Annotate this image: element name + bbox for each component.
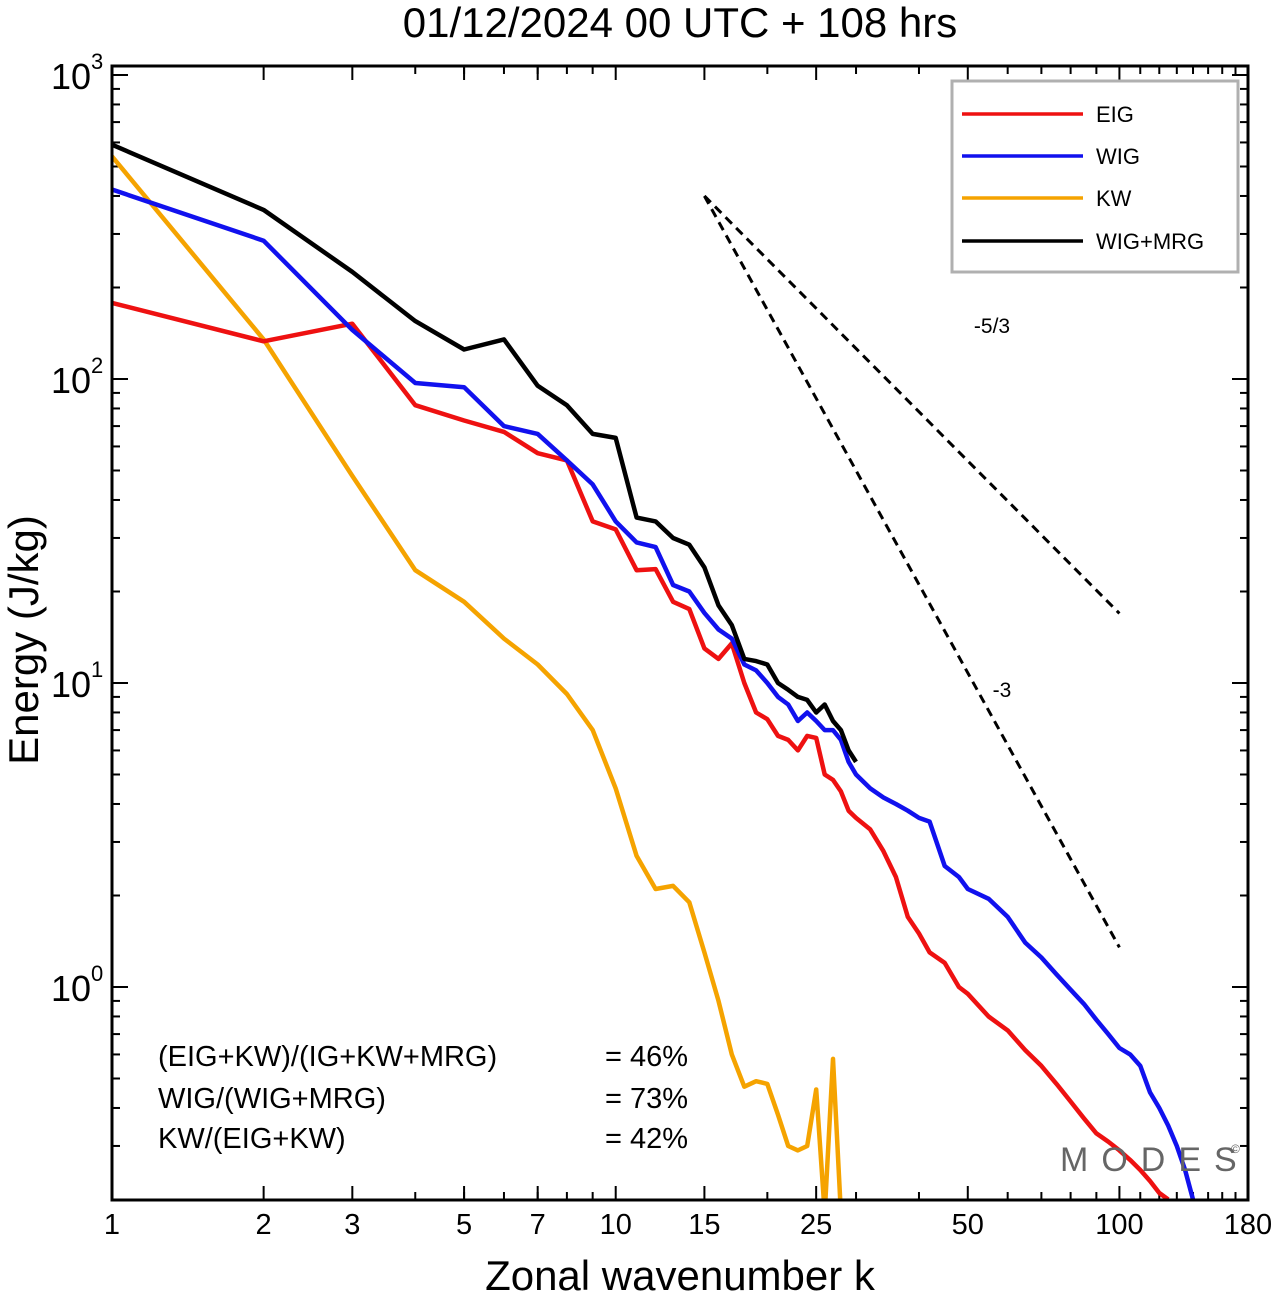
- slope-label-minus-five-thirds: -5/3: [974, 315, 1010, 338]
- ratio-label-kw: KW/(EIG+KW): [158, 1123, 346, 1155]
- x-tick-label: 15: [688, 1209, 720, 1241]
- x-tick-label: 180: [1224, 1209, 1272, 1241]
- watermark-copyright: ©: [1231, 1142, 1240, 1156]
- y-tick-label-exponent: 1: [91, 657, 103, 682]
- x-tick-label: 3: [344, 1209, 360, 1241]
- series-line-wig: [112, 187, 1196, 1200]
- series-line-kw: [112, 154, 843, 1200]
- x-tick-label: 7: [530, 1209, 546, 1241]
- plot-frame: [110, 64, 1250, 1202]
- legend-label-kw: KW: [1096, 186, 1132, 211]
- legend-label-wig-mrg: WIG+MRG: [1096, 229, 1204, 254]
- x-tick-label: 5: [456, 1209, 472, 1241]
- y-tick-label-exponent: 3: [91, 49, 103, 74]
- ratio-label-wig: WIG/(WIG+MRG): [158, 1083, 386, 1115]
- y-tick-label-exponent: 2: [91, 353, 103, 378]
- x-tick-label: 1: [104, 1209, 120, 1241]
- x-axis-label: Zonal wavenumber k: [485, 1252, 876, 1294]
- x-tick-label: 50: [952, 1209, 984, 1241]
- x-tick-label: 100: [1095, 1209, 1143, 1241]
- ratio-value-eig-kw: = 46%: [605, 1041, 688, 1073]
- x-tick-label: 10: [600, 1209, 632, 1241]
- ratio-label-eig-kw: (EIG+KW)/(IG+KW+MRG): [158, 1041, 497, 1073]
- legend-label-wig: WIG: [1096, 144, 1140, 169]
- y-axis-label: Energy (J/kg): [0, 515, 47, 765]
- x-tick-label: 2: [256, 1209, 272, 1241]
- legend-label-eig: EIG: [1096, 102, 1134, 127]
- x-tick-label: 25: [800, 1209, 832, 1241]
- ratio-value-kw: = 42%: [605, 1123, 688, 1155]
- series-lines: [112, 142, 1196, 1200]
- chart-title: 01/12/2024 00 UTC + 108 hrs: [403, 0, 958, 46]
- modes-watermark: MODES ©: [1060, 1141, 1250, 1179]
- y-tick-label-exponent: 0: [91, 961, 103, 986]
- ratio-annotations: (EIG+KW)/(IG+KW+MRG) WIG/(WIG+MRG) KW/(E…: [158, 1041, 688, 1155]
- series-line-wig-mrg: [112, 142, 858, 764]
- y-tick-label-base: 10: [51, 968, 91, 1009]
- legend: EIG WIG KW WIG+MRG: [950, 79, 1240, 274]
- slope-line-minus-three: [703, 195, 1121, 949]
- y-tick-label-base: 10: [51, 360, 91, 401]
- ratio-value-wig: = 73%: [605, 1083, 688, 1115]
- y-tick-label-base: 10: [51, 664, 91, 705]
- series-line-eig: [112, 300, 1170, 1200]
- slope-line-minus-five-thirds: [703, 194, 1121, 615]
- slope-label-minus-three: -3: [993, 679, 1012, 702]
- watermark-text: MODES: [1060, 1141, 1250, 1179]
- slope-reference-lines: -5/3 -3: [703, 194, 1121, 949]
- y-tick-label-base: 10: [51, 56, 91, 97]
